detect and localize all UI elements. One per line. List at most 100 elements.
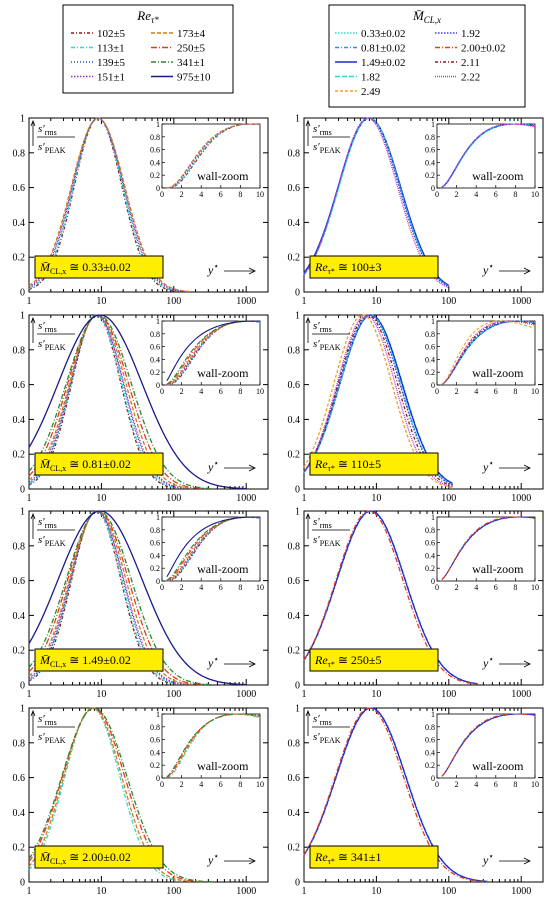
series-line-2.00±0.02 [303,510,478,685]
inset-x-tick-label: 10 [256,190,264,199]
y-label-denominator: s′PEAK [38,534,66,548]
x-label-text: y⋆ [207,654,219,670]
legend-left-frame [62,4,234,94]
x-tick-label: 1 [302,886,307,897]
x-tick-label: 100 [166,689,181,700]
y-axis-arrowhead [305,316,311,324]
badge-text: M̄CL,x ≅ 0.33±0.02 [39,260,131,276]
y-label-numerator: s′rms [313,713,332,727]
inset-x-tick-label: 6 [219,387,223,396]
inset-x-tick-label: 0 [160,190,164,199]
x-tick-label: 1000 [511,886,531,897]
series-line-2.00±0.02 [303,707,488,883]
inset-y-tick-label: 0.8 [425,133,435,142]
inset-wall-zoom: 0 2 4 6 8 10 0 0.2 0.4 0.6 0.8 1 wall-zoom [150,120,264,199]
series-line-173±4 [28,707,192,883]
x-axis-label: y⋆ [207,458,256,474]
inset-label: wall-zoom [197,366,249,380]
x-axis-arrowhead [248,857,256,865]
inset-series-line-1.82 [441,320,536,385]
inset-y-tick-label: 0.2 [150,564,160,573]
y-tick-label: 0.4 [13,808,26,819]
inset-x-tick-label: 6 [219,583,223,592]
inset-series-line-1.49±0.02 [441,516,536,580]
x-tick-label: 100 [441,689,456,700]
x-axis-arrowhead [523,267,531,275]
panel-frame [303,117,544,293]
inset-y-tick-label: 0.2 [425,171,435,180]
badge-text: M̄CL,x ≅ 1.49±0.02 [39,653,131,669]
inset-y-tick-label: 0 [156,381,160,390]
inset-x-tick-label: 0 [435,190,439,199]
y-axis-arrowhead [30,709,36,717]
y-tick-label: 0.4 [288,415,301,426]
series-line-1.92 [303,117,450,288]
inset-y-tick-label: 0 [156,577,160,586]
panel-right-2: 00.20.40.60.811 10 100 1000s′rmss′PEAKy⋆Reτ… [288,311,544,504]
x-tick-label: 100 [441,493,456,504]
inset-x-tick-label: 0 [160,780,164,789]
inset-wall-zoom: 0 2 4 6 8 10 0 0.2 0.4 0.6 0.8 1 wall-zoom [425,120,539,199]
inset-y-tick-label: 0.6 [425,539,435,548]
x-tick-label: 10 [371,689,381,700]
series-line-151±1 [28,117,187,293]
x-axis-label: y⋆ [482,261,531,277]
y-axis-label: s′rms s′PEAK [305,119,350,155]
inset-frame [161,123,261,189]
legend-right-label-0: 0.33±0.02 [361,28,406,40]
y-label-numerator: s′rms [313,123,332,137]
inset-label: wall-zoom [472,759,524,773]
inset-y-tick-label: 0.2 [150,761,160,770]
inset-label: wall-zoom [472,169,524,183]
inset-y-tick-label: 0.2 [425,761,435,770]
inset-x-tick-label: 8 [238,190,242,199]
x-label-text: y⋆ [482,654,494,670]
panel-badge: M̄CL,x ≅ 0.81±0.02 [34,452,164,476]
x-tick-label: 10 [96,689,106,700]
inset-y-tick-label: 0.2 [150,171,160,180]
y-label-numerator: s′rms [313,516,332,530]
y-tick-label: 1 [20,507,25,518]
inset-y-tick-label: 0.4 [425,355,435,364]
inset-frame [436,320,536,386]
inset-x-tick-label: 4 [199,387,203,396]
panel-frame [303,314,544,490]
inset-series-line-173±4 [166,123,261,189]
inset-series-line-2.00±0.02 [441,516,536,580]
badge-box [34,452,164,476]
y-axis-arrowhead [305,709,311,717]
x-axis-arrowhead [248,464,256,472]
inset-y-tick-label: 1 [431,710,435,719]
panel-badge: Reτ* ≅ 100±3 [309,255,439,279]
y-tick-label: 0 [295,681,300,692]
series-line-250±5 [28,314,203,490]
badge-text: M̄CL,x ≅ 0.81±0.02 [39,457,131,473]
badge-box [34,255,164,279]
inset-y-tick-label: 0.4 [425,158,435,167]
series-line-1.49±0.02 [303,510,478,685]
inset-y-tick-label: 0.4 [150,355,160,364]
inset-y-tick-label: 0.4 [150,551,160,560]
inset-x-tick-label: 10 [531,780,539,789]
series-line-1.49±0.02 [303,707,488,883]
inset-x-tick-label: 2 [180,387,184,396]
y-label-numerator: s′rms [38,123,57,137]
x-axis-label: y⋆ [207,654,256,670]
y-tick-label: 0 [295,485,300,496]
panel-badge: Reτ* ≅ 341±1 [309,845,439,869]
series-line-151±1 [28,510,187,686]
y-axis-label: s′rms s′PEAK [30,709,75,745]
inset-x-tick-label: 2 [180,583,184,592]
inset-y-tick-label: 0.2 [425,368,435,377]
legend-left-label-7: 975±10 [177,72,211,84]
inset-y-tick-label: 0 [156,184,160,193]
inset-y-tick-label: 0 [431,381,435,390]
inset-series-line-151±1 [166,516,261,582]
inset-frame [161,713,261,779]
inset-label: wall-zoom [197,562,249,576]
inset-y-tick-label: 0.6 [425,146,435,155]
inset-y-tick-label: 0.8 [150,330,160,339]
inset-y-tick-label: 0.6 [150,539,160,548]
y-tick-label: 1 [295,507,300,518]
inset-y-tick-label: 1 [156,710,160,719]
